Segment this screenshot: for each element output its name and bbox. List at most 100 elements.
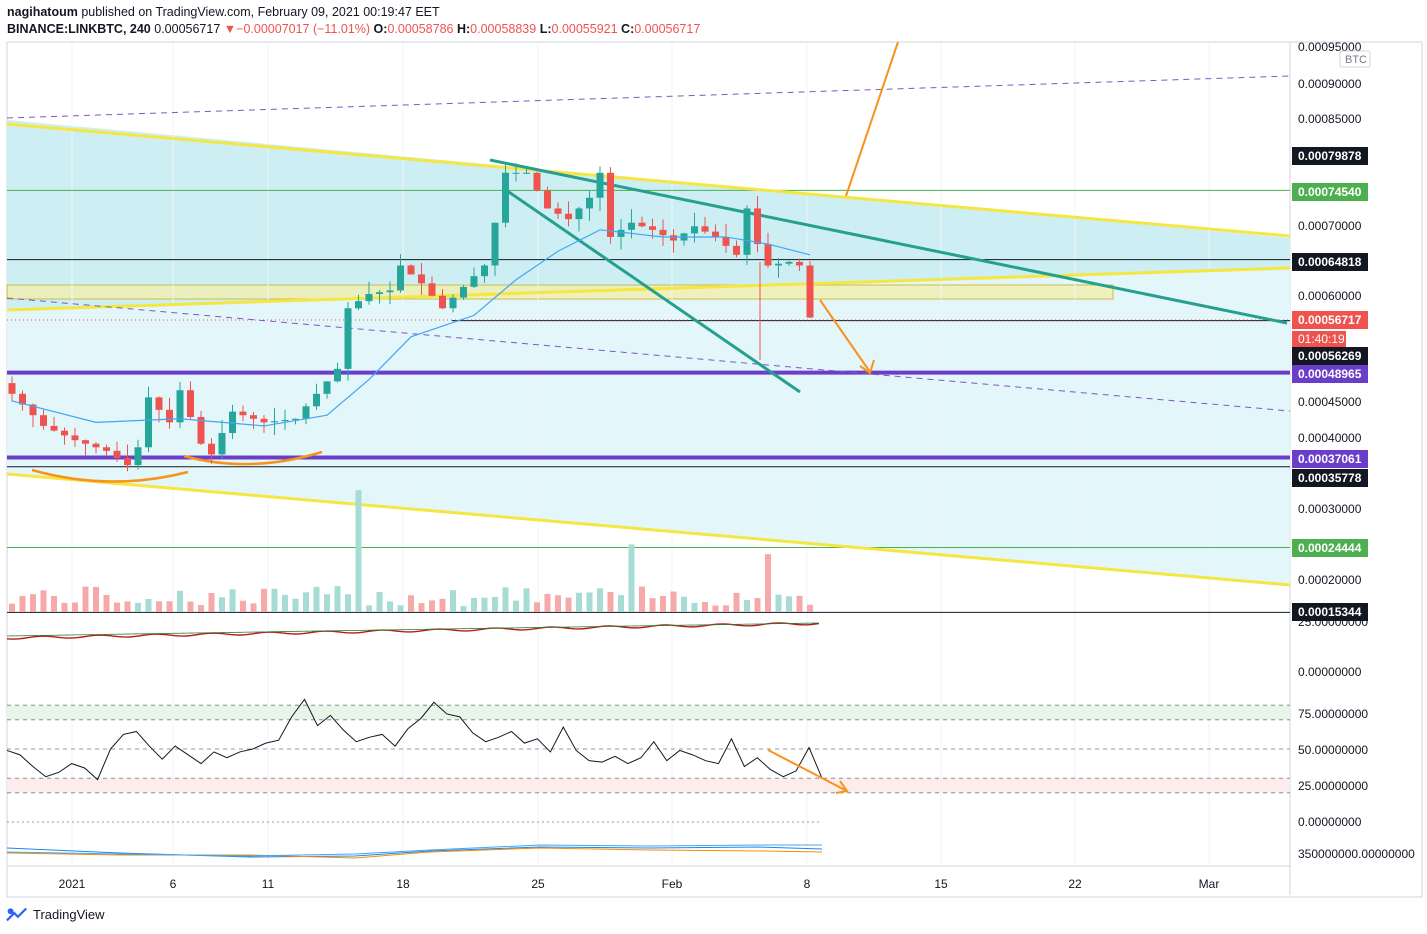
- candle: [197, 416, 205, 444]
- volume-bar: [387, 601, 393, 612]
- volume-bar: [250, 603, 257, 612]
- moving-average-line: [11, 229, 811, 427]
- volume-bar: [681, 596, 687, 612]
- candle: [628, 222, 635, 230]
- volume-layer: [9, 490, 813, 612]
- tradingview-footer[interactable]: TradingView: [6, 906, 105, 922]
- last-price: 0.00056717: [154, 22, 221, 36]
- price-axis-tick: 0.00070000: [1298, 219, 1362, 233]
- volume-bar: [597, 588, 603, 612]
- volume-bar: [492, 596, 498, 612]
- time-axis-tick: 22: [1068, 877, 1082, 891]
- volume-bar: [187, 601, 194, 612]
- volume-bar: [72, 602, 78, 612]
- volume-bar: [145, 598, 152, 612]
- open-label: O:: [373, 22, 388, 36]
- volume-bar: [355, 490, 362, 612]
- volume-bar: [618, 595, 624, 612]
- volume-bar: [51, 596, 57, 612]
- lower-dashed-trendline: [6, 297, 1291, 412]
- volume-bar: [271, 588, 278, 612]
- candle: [481, 265, 488, 277]
- rsi-divergence-arrow: [767, 749, 846, 791]
- publish-text: published on TradingView.com, February 0…: [81, 5, 440, 19]
- price-axis-tick: 0.00030000: [1298, 502, 1362, 516]
- upper-dashed-trendline: [6, 75, 1291, 119]
- price-label-text: 0.00035778: [1298, 471, 1362, 485]
- publish-info: nagihatoum published on TradingView.com,…: [7, 5, 440, 19]
- volume-bar: [555, 595, 561, 612]
- indicator-signal-line: [6, 622, 820, 637]
- volume-bar: [429, 600, 435, 612]
- candle: [523, 172, 530, 174]
- wedge-support-line: [502, 186, 801, 394]
- indicator-axis-tick: 75.00000000: [1298, 707, 1368, 721]
- volume-bar: [796, 595, 803, 612]
- time-axis-tick: Feb: [662, 877, 683, 891]
- down-arrow-icon: ▼: [223, 22, 237, 36]
- volume-bar: [324, 594, 330, 612]
- price-label-box: [1292, 311, 1368, 329]
- volume-bar: [229, 589, 236, 612]
- candle: [670, 235, 677, 241]
- candle: [722, 236, 730, 246]
- candle: [733, 245, 740, 255]
- candle: [281, 419, 289, 422]
- candle: [617, 229, 625, 237]
- price-axis-tick: 0.00040000: [1298, 431, 1362, 445]
- indicator-axis-tick: 25.00000000: [1298, 779, 1368, 793]
- rsi-oversold-zone: [7, 778, 1290, 793]
- time-axis-tick: 6: [170, 877, 177, 891]
- candle: [239, 411, 247, 416]
- open-value: 0.00058786: [387, 22, 454, 36]
- candle: [155, 397, 163, 410]
- volume-bar: [534, 602, 540, 612]
- volume-bar: [156, 601, 162, 612]
- high-value: 0.00058839: [470, 22, 537, 36]
- volume-bar: [565, 597, 572, 612]
- volume-bar: [502, 587, 509, 612]
- candle: [397, 265, 404, 291]
- volume-bar: [219, 597, 225, 612]
- volume-bar: [19, 595, 26, 612]
- price-label-text: 0.00037061: [1298, 452, 1362, 466]
- candle: [50, 425, 58, 431]
- volume-bar: [670, 591, 677, 612]
- price-label-box: [1292, 539, 1368, 557]
- breakdown-projection-arrow: [819, 299, 871, 373]
- volume-ma-blue: [6, 846, 823, 858]
- price-label-box: [1292, 183, 1368, 201]
- time-axis-tick: 25: [531, 877, 545, 891]
- volume-bar: [345, 594, 351, 612]
- volume-bar: [513, 600, 519, 612]
- volume-bar: [786, 596, 792, 612]
- volume-bar: [607, 591, 614, 612]
- candle: [355, 301, 362, 309]
- volume-bar: [313, 586, 320, 612]
- volume-bar: [471, 597, 477, 612]
- candle: [260, 418, 268, 423]
- price-label-text: 0.00056269: [1298, 349, 1362, 363]
- price-label-text: 0.00064818: [1298, 255, 1362, 269]
- volume-bar: [376, 592, 383, 612]
- volume-bar: [702, 601, 708, 612]
- symbol-name[interactable]: BINANCE:LINKBTC, 240: [7, 22, 151, 36]
- volume-bar: [712, 605, 719, 612]
- volume-bar: [481, 597, 488, 612]
- author-name[interactable]: nagihatoum: [7, 5, 78, 19]
- rsi-line: [6, 698, 823, 781]
- volume-bar: [775, 594, 782, 612]
- volume-bar: [166, 601, 173, 612]
- candle: [439, 295, 446, 309]
- candle: [8, 383, 16, 394]
- volume-bar: [733, 592, 740, 612]
- candle: [785, 261, 793, 264]
- price-axis-tick: 0.00085000: [1298, 112, 1362, 126]
- candle: [796, 261, 803, 266]
- candle: [229, 411, 236, 434]
- volume-bar: [40, 590, 47, 612]
- ohlc-legend: BINANCE:LINKBTC, 240 0.00056717 ▼−0.0000…: [7, 22, 700, 36]
- time-axis-tick: 18: [396, 877, 410, 891]
- candle: [407, 265, 415, 275]
